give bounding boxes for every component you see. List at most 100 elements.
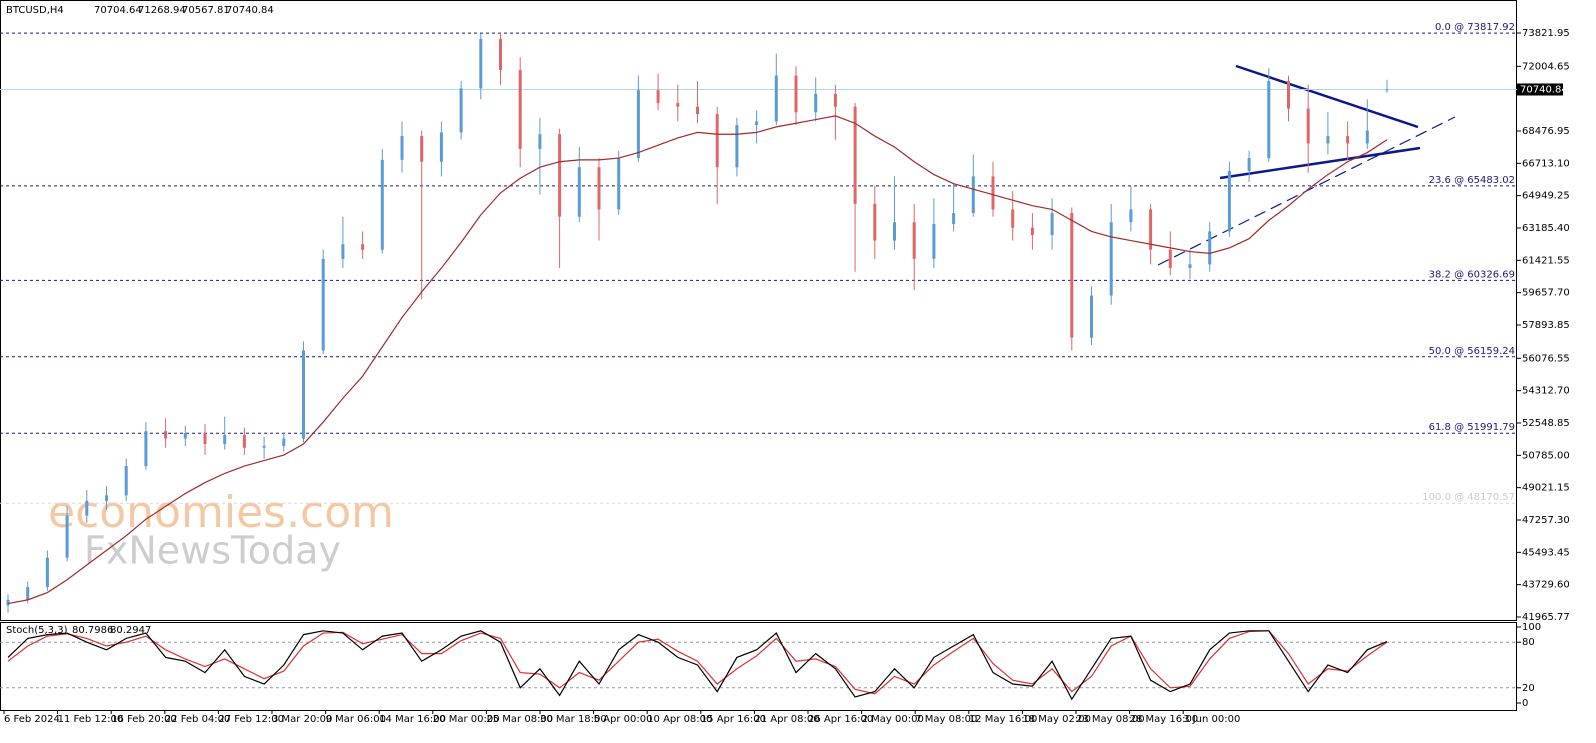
candle-body <box>971 176 975 214</box>
candle-body <box>105 495 108 501</box>
candle-body <box>1247 158 1251 171</box>
candle-body <box>893 222 896 241</box>
x-tick-label: 7 May 08:00 <box>915 714 977 725</box>
current-price-label: 70740.84 <box>1520 84 1568 95</box>
indicator-frame <box>0 622 1517 711</box>
candle-body <box>558 134 562 217</box>
candle-body <box>1011 209 1015 228</box>
candle-body <box>715 114 719 168</box>
y-tick-label: 72004.65 <box>1522 61 1570 72</box>
candle-body <box>1385 89 1389 91</box>
trend-line <box>1219 146 1421 180</box>
candle-body <box>696 106 699 115</box>
x-tick-label: 23 May 08:00 <box>1076 714 1145 725</box>
stoch-signal <box>7 630 1388 695</box>
ohlc-value: 71268.94 <box>138 5 186 16</box>
watermark: FxNewsToday <box>84 529 341 573</box>
y-tick-label: 64949.25 <box>1522 191 1570 202</box>
x-tick-label: 20 Mar 00:00 <box>433 714 500 725</box>
fib-label: 61.8 @ 51991.79 <box>1429 422 1515 433</box>
candle-body <box>1168 249 1172 269</box>
indicator-title: Stoch(5,3,3) <box>6 625 68 636</box>
candle-body <box>203 433 207 445</box>
y-tick-label: 50785.00 <box>1522 450 1570 461</box>
y-tick-label: 63185.40 <box>1522 223 1570 234</box>
stoch-main <box>7 630 1388 701</box>
candle-body <box>400 136 404 160</box>
y-tick-label: 0 <box>1522 698 1528 709</box>
y-tick-label: 61421.55 <box>1522 255 1570 266</box>
y-tick-label: 80 <box>1522 637 1535 648</box>
x-tick-label: 10 Apr 08:00 <box>647 714 712 725</box>
ohlc-value: 70567.81 <box>182 5 230 16</box>
x-tick-label: 14 Mar 16:00 <box>379 714 446 725</box>
candle-body <box>932 224 936 259</box>
candle-body <box>420 136 424 162</box>
candle-body <box>45 557 49 588</box>
candle-body <box>361 244 365 250</box>
x-tick-label: 9 Mar 06:00 <box>326 714 386 725</box>
y-tick-label: 41965.77 <box>1522 612 1570 623</box>
candle-body <box>735 125 739 168</box>
candle-body <box>774 75 778 122</box>
candle-body <box>1306 108 1310 144</box>
candle-body <box>873 203 877 241</box>
symbol-title: BTCUSD,H4 <box>6 5 64 16</box>
fib-label: 23.6 @ 65483.02 <box>1429 175 1515 186</box>
candle-body <box>262 445 266 448</box>
candle-body <box>499 38 502 71</box>
x-tick-label: 16 Feb 20:00 <box>111 714 177 725</box>
candle-body <box>656 90 660 104</box>
y-tick-label: 57893.85 <box>1522 320 1570 331</box>
y-tick-label: 43729.60 <box>1522 580 1570 591</box>
x-tick-label: 26 Apr 16:00 <box>808 714 873 725</box>
candle-body <box>636 90 640 159</box>
candle-body <box>164 431 168 439</box>
candle-body <box>302 350 305 439</box>
x-tick-label: 5 Apr 00:00 <box>594 714 653 725</box>
candle-body <box>1326 136 1330 144</box>
fib-label: 38.2 @ 60326.69 <box>1429 269 1515 280</box>
candle-body <box>144 431 148 467</box>
candle-body <box>6 599 10 606</box>
candle-body <box>479 38 483 89</box>
fib-label: 100.0 @ 48170.57 <box>1422 492 1515 503</box>
x-tick-label: 22 Feb 04:00 <box>165 714 231 725</box>
candle-body <box>1129 209 1133 223</box>
candle-body <box>1267 81 1271 159</box>
candle-body <box>676 103 680 107</box>
candle-body <box>1365 130 1369 144</box>
candle-body <box>1346 136 1350 144</box>
candle-body <box>577 167 581 217</box>
candle-body <box>1208 231 1212 265</box>
indicator-value: 80.7986 <box>72 625 113 636</box>
candle-body <box>853 106 857 204</box>
candle-body <box>1030 227 1034 236</box>
candle-body <box>65 515 69 558</box>
candle-body <box>1227 170 1231 232</box>
x-tick-label: 3 Jun 00:00 <box>1183 714 1240 725</box>
candle-body <box>833 93 837 107</box>
candle-body <box>242 434 246 448</box>
y-tick-label: 56076.55 <box>1522 353 1570 364</box>
fib-label: 0.0 @ 73817.92 <box>1435 22 1515 33</box>
candle-body <box>223 434 227 445</box>
candle-body <box>1109 222 1113 296</box>
candle-body <box>341 244 345 259</box>
candle-body <box>439 132 443 162</box>
x-tick-label: 2 May 00:00 <box>862 714 924 725</box>
y-tick-label: 66713.10 <box>1522 158 1570 169</box>
x-tick-label: 6 Feb 2024 <box>4 714 60 725</box>
candle-body <box>794 75 798 113</box>
candle-body <box>952 213 956 225</box>
candle-body <box>755 121 759 126</box>
candle-body <box>814 93 818 113</box>
y-tick-label: 47257.30 <box>1522 515 1570 526</box>
candle-body <box>26 587 30 600</box>
candle-body <box>459 88 463 133</box>
ohlc-value: 70704.64 <box>94 5 142 16</box>
x-tick-label: 11 Feb 12:00 <box>58 714 124 725</box>
trend-line <box>1235 64 1419 129</box>
